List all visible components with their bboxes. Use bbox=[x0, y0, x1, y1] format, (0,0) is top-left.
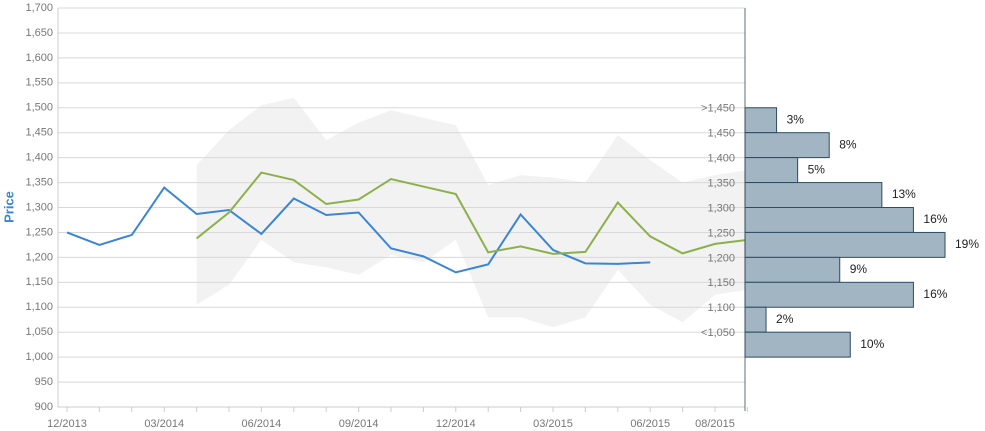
bar-category-label: 1,100 bbox=[707, 302, 735, 314]
bar-category-label: 1,250 bbox=[707, 227, 735, 239]
bar-category-label: 1,300 bbox=[707, 202, 735, 214]
histogram-bar bbox=[744, 157, 799, 184]
x-tick-label: 03/2014 bbox=[144, 418, 184, 430]
histogram-bar bbox=[744, 182, 883, 208]
histogram-bar bbox=[744, 256, 841, 283]
y-tick-label: 1,250 bbox=[25, 226, 53, 238]
x-tick-label: 09/2014 bbox=[339, 418, 379, 430]
bar-category-label: 1,400 bbox=[707, 153, 735, 165]
bar-value-label: 3% bbox=[787, 112, 805, 126]
y-tick-label: 1,450 bbox=[25, 127, 53, 139]
y-tick-label: 1,350 bbox=[25, 176, 53, 188]
y-tick-label: 950 bbox=[35, 376, 53, 388]
y-tick-label: 1,600 bbox=[25, 52, 53, 64]
histogram-bar bbox=[744, 107, 778, 134]
x-tick-label: 03/2015 bbox=[533, 418, 573, 430]
y-tick-label: 1,200 bbox=[25, 251, 53, 263]
bar-category-label: 1,450 bbox=[707, 128, 735, 140]
x-tick-label: 06/2014 bbox=[242, 418, 282, 430]
x-tick-label: 06/2015 bbox=[630, 418, 670, 430]
histogram-bar bbox=[744, 132, 830, 159]
y-tick-label: 1,400 bbox=[25, 152, 53, 164]
histogram-bar bbox=[744, 306, 767, 333]
bar-category-label: >1,450 bbox=[701, 103, 735, 115]
bar-value-label: 16% bbox=[923, 212, 947, 226]
bar-value-label: 2% bbox=[776, 312, 794, 326]
bar-value-label: 16% bbox=[923, 287, 947, 301]
y-axis-title: Price bbox=[1, 191, 16, 223]
bar-value-label: 5% bbox=[808, 162, 826, 176]
y-tick-label: 1,000 bbox=[25, 351, 53, 363]
range-band bbox=[196, 97, 748, 328]
bar-category-label: <1,050 bbox=[701, 327, 735, 339]
series-line bbox=[66, 186, 651, 274]
y-tick-label: 1,300 bbox=[25, 201, 53, 213]
bar-value-label: 19% bbox=[955, 237, 979, 251]
y-tick-label: 1,700 bbox=[25, 2, 53, 14]
bar-value-label: 13% bbox=[892, 187, 916, 201]
bar-category-label: 1,200 bbox=[707, 252, 735, 264]
series-line bbox=[195, 171, 748, 255]
y-tick-label: 1,500 bbox=[25, 102, 53, 114]
y-tick-label: 1,150 bbox=[25, 276, 53, 288]
bar-category-label: 1,350 bbox=[707, 177, 735, 189]
bar-category-label: 1,150 bbox=[707, 277, 735, 289]
y-tick-label: 900 bbox=[35, 401, 53, 413]
y-tick-label: 1,050 bbox=[25, 326, 53, 338]
histogram-bar bbox=[744, 231, 946, 258]
x-tick-label: 08/2015 bbox=[695, 418, 735, 430]
y-tick-label: 1,100 bbox=[25, 301, 53, 313]
x-tick-label: 12/2013 bbox=[47, 418, 87, 430]
histogram-bar bbox=[744, 207, 914, 233]
histogram-bar bbox=[744, 281, 914, 308]
x-tick-label: 12/2014 bbox=[436, 418, 476, 430]
bar-value-label: 9% bbox=[850, 262, 868, 276]
bar-value-label: 10% bbox=[860, 337, 884, 351]
y-tick-label: 1,650 bbox=[25, 27, 53, 39]
y-tick-label: 1,550 bbox=[25, 77, 53, 89]
histogram-bar bbox=[744, 331, 851, 358]
bar-value-label: 8% bbox=[839, 137, 857, 151]
